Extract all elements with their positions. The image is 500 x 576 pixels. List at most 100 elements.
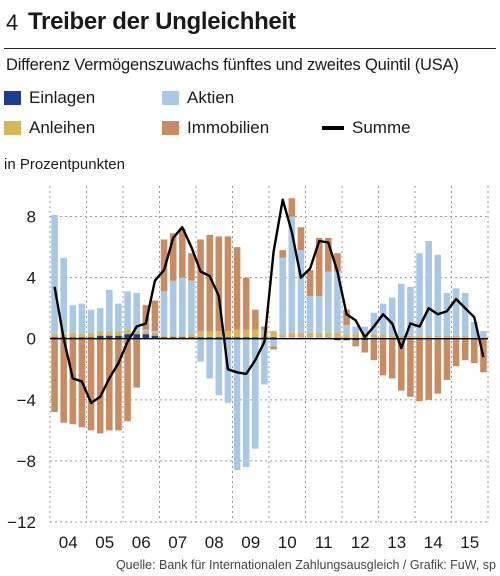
bar-immobilien — [133, 338, 140, 388]
x-year-label: 12 — [351, 533, 370, 552]
bar-anleihen — [388, 335, 396, 339]
bar-einlagen — [160, 337, 168, 339]
bar-aktien — [361, 326, 369, 335]
bar-anleihen — [334, 332, 341, 339]
bar-immobilien — [197, 239, 204, 332]
bar-immobilien — [96, 338, 104, 434]
legend-item-einlagen: Einlagen — [4, 88, 95, 108]
bar-aktien — [388, 297, 396, 336]
bar-immobilien — [151, 300, 159, 332]
x-year-label: 05 — [95, 533, 114, 552]
x-year-label: 10 — [278, 533, 297, 552]
bar-anleihen — [252, 329, 259, 338]
bar-einlagen — [224, 337, 232, 339]
bar-anleihen — [151, 332, 159, 336]
bar-aktien — [306, 295, 314, 333]
bar-einlagen — [87, 337, 95, 339]
bar-einlagen — [106, 335, 113, 339]
legend-item-anleihen: Anleihen — [4, 118, 95, 138]
y-tick-label: 8 — [27, 208, 36, 227]
bar-einlagen — [206, 337, 213, 339]
bar-immobilien — [315, 237, 323, 296]
bar-immobilien — [343, 309, 350, 325]
bar-anleihen — [452, 335, 460, 339]
y-tick-label: 0 — [27, 330, 36, 349]
bar-aktien — [270, 338, 277, 347]
bar-anleihen — [69, 332, 77, 338]
chart-title: Treiber der Ungleichheit — [28, 8, 296, 35]
bar-aktien — [206, 338, 213, 379]
bar-immobilien — [160, 239, 168, 292]
bar-anleihen — [51, 334, 58, 338]
bar-aktien — [279, 257, 286, 335]
bar-aktien — [416, 253, 423, 336]
bar-anleihen — [215, 331, 223, 338]
bar-aktien — [87, 309, 95, 333]
bar-aktien — [480, 331, 487, 338]
bar-immobilien — [361, 340, 369, 353]
bar-immobilien — [115, 338, 122, 431]
bar-aktien — [197, 338, 204, 362]
bar-immobilien — [242, 277, 250, 330]
chart-number: 4 — [6, 10, 19, 35]
bar-immobilien — [416, 338, 423, 402]
bar-anleihen — [480, 337, 487, 339]
bar-immobilien — [425, 338, 432, 400]
legend-label-anleihen: Anleihen — [29, 118, 96, 137]
bar-aktien — [425, 240, 432, 336]
bar-anleihen — [206, 331, 213, 338]
bar-einlagen — [115, 335, 122, 339]
bar-anleihen — [124, 329, 131, 335]
bar-einlagen — [69, 337, 77, 339]
legend-swatch-anleihen — [4, 121, 21, 135]
bar-immobilien — [169, 233, 177, 281]
title-divider — [4, 48, 496, 49]
bar-anleihen — [279, 334, 286, 339]
bar-aktien — [233, 338, 241, 471]
bar-anleihen — [398, 335, 405, 339]
bar-anleihen — [133, 331, 140, 335]
bar-immobilien — [471, 338, 478, 364]
bar-aktien — [315, 295, 323, 333]
bar-anleihen — [306, 332, 314, 339]
bar-aktien — [124, 291, 131, 330]
legend-line-summe — [322, 126, 344, 130]
bar-einlagen — [343, 338, 350, 341]
bar-immobilien — [106, 338, 113, 431]
bar-anleihen — [96, 331, 104, 336]
bar-aktien — [452, 288, 460, 336]
bar-anleihen — [160, 335, 168, 338]
bar-aktien — [188, 280, 195, 335]
bar-einlagen — [133, 334, 140, 339]
bar-anleihen — [179, 335, 186, 338]
bar-aktien — [261, 338, 268, 385]
bar-einlagen — [51, 337, 58, 339]
bar-aktien — [343, 324, 350, 335]
bar-anleihen — [224, 331, 232, 338]
bar-immobilien — [87, 338, 95, 431]
bar-einlagen — [169, 337, 177, 339]
bar-immobilien — [252, 309, 259, 330]
bar-aktien — [252, 338, 259, 449]
bar-immobilien — [306, 270, 314, 296]
bar-aktien — [224, 338, 232, 403]
bar-anleihen — [325, 332, 332, 339]
bar-aktien — [215, 338, 223, 396]
bar-aktien — [78, 303, 86, 335]
legend-swatch-immobilien — [162, 121, 179, 135]
legend-item-aktien: Aktien — [162, 88, 234, 108]
bar-aktien — [160, 291, 168, 336]
x-year-label: 08 — [205, 533, 224, 552]
bar-immobilien — [224, 236, 232, 332]
bar-immobilien — [398, 338, 405, 391]
legend-label-aktien: Aktien — [187, 88, 235, 107]
bar-einlagen — [197, 337, 204, 339]
bar-anleihen — [443, 335, 451, 339]
bar-anleihen — [370, 334, 378, 339]
bar-immobilien — [443, 338, 451, 380]
bar-immobilien — [434, 338, 442, 394]
bar-anleihen — [352, 334, 359, 339]
bar-einlagen — [334, 338, 341, 341]
bar-aktien — [142, 329, 150, 332]
bar-aktien — [443, 292, 451, 336]
